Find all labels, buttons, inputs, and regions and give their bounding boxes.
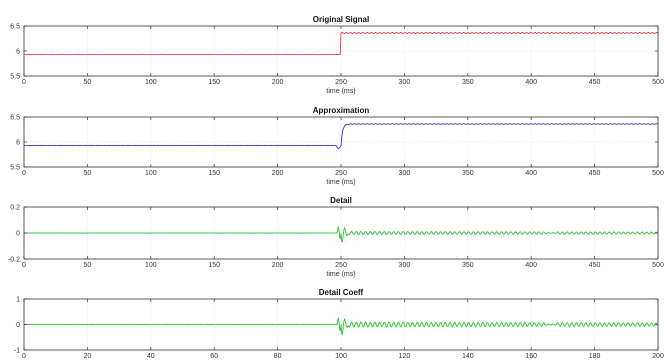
y-tick-label: 0.2: [10, 205, 20, 212]
x-tick-label: 400: [525, 79, 537, 86]
x-tick-label: 150: [208, 170, 220, 177]
x-tick-label: 50: [84, 262, 92, 269]
x-tick-label: 450: [589, 262, 601, 269]
x-axis-label: time (ms): [326, 179, 355, 186]
y-tick-label: 6: [16, 140, 20, 147]
x-tick-label: 350: [462, 262, 474, 269]
subplot-title: Detail Coeff: [319, 288, 364, 297]
y-tick-label: 0: [16, 231, 20, 238]
x-tick-label: 200: [272, 170, 284, 177]
x-tick-label: 50: [84, 170, 92, 177]
x-tick-label: 200: [272, 79, 284, 86]
x-tick-label: 500: [652, 79, 664, 86]
y-tick-label: 6.5: [10, 115, 20, 122]
x-tick-label: 20: [84, 353, 92, 360]
x-tick-label: 250: [335, 79, 347, 86]
subplot-3: 0 50 100 150 200 250 300 350 400 450 500-0.200.2De…: [8, 196, 664, 278]
x-tick-label: 100: [145, 262, 157, 269]
x-tick-label: 0: [22, 79, 26, 86]
series-line-1: [23, 226, 659, 243]
x-tick-label: 300: [399, 79, 411, 86]
subplot-title: Original Signal: [313, 15, 369, 24]
x-tick-label: 150: [208, 262, 220, 269]
x-tick-label: 80: [274, 353, 282, 360]
x-tick-label: 250: [335, 170, 347, 177]
x-tick-label: 100: [145, 79, 157, 86]
x-tick-label: 40: [147, 353, 155, 360]
x-tick-label: 250: [335, 262, 347, 269]
x-tick-label: 500: [652, 170, 664, 177]
x-tick-label: 160: [525, 353, 537, 360]
x-tick-label: 100: [335, 353, 347, 360]
x-tick-label: 50: [84, 79, 92, 86]
subplot-2: 0 50 100 150 200 250 300 350 400 450 500 5.5 6 6.5 App…: [10, 106, 664, 186]
x-tick-label: 100: [145, 170, 157, 177]
x-tick-label: 0: [22, 170, 26, 177]
x-tick-label: 300: [399, 170, 411, 177]
y-tick-label: 0: [16, 322, 20, 329]
subplot-1: 0 50 100 150 200 250 300 350 400 450 500 5.5 6 6.5 Ori…: [10, 15, 664, 95]
y-tick-label: -1: [14, 348, 20, 355]
x-tick-label: 350: [462, 170, 474, 177]
x-tick-label: 300: [399, 262, 411, 269]
x-tick-label: 350: [462, 79, 474, 86]
x-tick-label: 120: [399, 353, 411, 360]
series-line-1: [23, 31, 659, 56]
subplot-title: Approximation: [313, 106, 370, 115]
x-tick-label: 0: [22, 353, 26, 360]
x-tick-label: 450: [589, 170, 601, 177]
x-tick-label: 60: [210, 353, 218, 360]
y-tick-label: 1: [16, 297, 20, 304]
x-tick-label: 450: [589, 79, 601, 86]
x-tick-label: 500: [652, 262, 664, 269]
y-tick-label: 6: [16, 49, 20, 56]
x-tick-label: 180: [589, 353, 601, 360]
x-tick-label: 400: [525, 170, 537, 177]
series-line-1: [23, 317, 659, 335]
series-line-1: [23, 123, 659, 150]
y-tick-label: 5.5: [10, 74, 20, 81]
x-tick-label: 150: [208, 79, 220, 86]
subplot-title: Detail: [330, 196, 352, 205]
x-tick-label: 140: [462, 353, 474, 360]
y-tick-label: 5.5: [10, 165, 20, 172]
x-axis-label: time (ms): [326, 88, 355, 95]
x-tick-label: 200: [272, 262, 284, 269]
x-axis-label: time (ms): [326, 271, 355, 278]
x-tick-label: 200: [652, 353, 664, 360]
y-tick-label: 6.5: [10, 24, 20, 31]
x-tick-label: 400: [525, 262, 537, 269]
y-tick-label: -0.2: [8, 257, 20, 264]
x-tick-label: 0: [22, 262, 26, 269]
